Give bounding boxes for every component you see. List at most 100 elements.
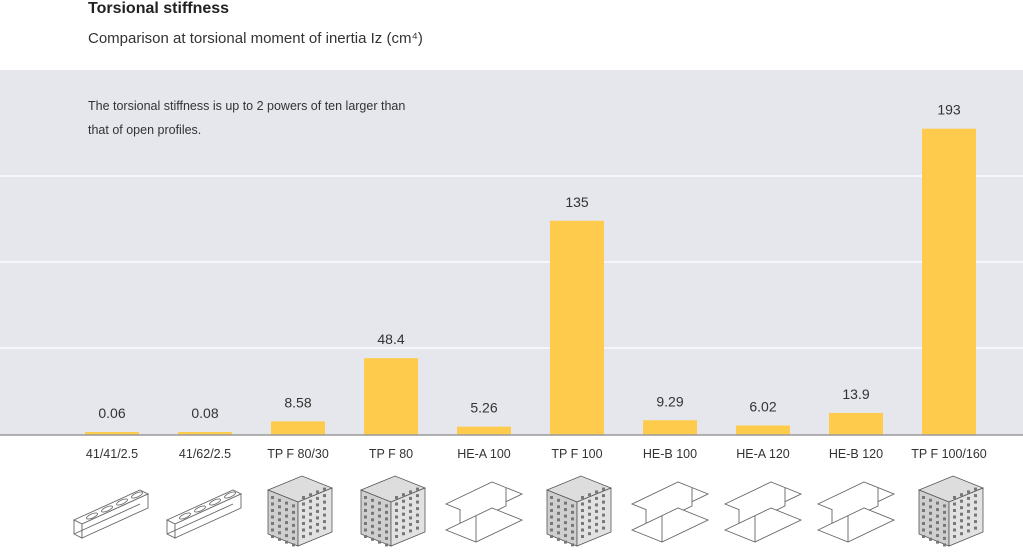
perforation — [929, 537, 932, 541]
perforation — [271, 515, 274, 519]
perforation — [967, 516, 970, 520]
chart-annotation: The torsional stiffness is up to 2 power… — [88, 99, 406, 137]
bar — [922, 128, 976, 435]
category-labels: 41/41/2.5 41/62/2.5 TP F 80/30 TP F 80 HE-A … — [86, 447, 987, 461]
perforation — [371, 531, 374, 535]
perforation — [595, 516, 598, 520]
bar-value-label: 48.4 — [377, 331, 404, 347]
i-beam-icon — [630, 481, 710, 543]
perforation — [960, 499, 963, 503]
bar-value-label: 8.58 — [284, 394, 311, 410]
i-beam-icon — [723, 481, 803, 543]
profile-icons — [72, 475, 985, 547]
perforation — [395, 535, 398, 538]
perforation — [395, 528, 398, 532]
perforation — [385, 510, 388, 514]
perforation — [936, 514, 939, 518]
perforation — [292, 510, 295, 514]
perforation — [271, 528, 274, 532]
perforation — [409, 529, 412, 533]
perforation — [953, 528, 956, 532]
perforation — [409, 496, 412, 500]
perforation — [364, 515, 367, 519]
perforation — [571, 504, 574, 508]
gridlines — [0, 175, 1023, 349]
category-tick-label: HE-A 120 — [736, 447, 790, 461]
perforation — [316, 529, 319, 533]
perforation — [550, 502, 553, 506]
perforated-box-profile-icon — [359, 475, 427, 547]
perforation — [974, 507, 977, 511]
perforation — [285, 534, 288, 538]
perforation — [302, 528, 305, 532]
perforation — [416, 487, 419, 491]
perforation — [323, 526, 326, 530]
perforation — [581, 522, 584, 525]
perforation — [602, 513, 605, 517]
perforation — [929, 518, 932, 522]
category-tick-label: HE-A 100 — [457, 447, 511, 461]
perforation — [402, 525, 405, 529]
category-tick-label: TP F 100/160 — [911, 447, 987, 461]
perforation — [402, 532, 405, 536]
perforation — [409, 503, 412, 507]
bar-value-label: 5.26 — [470, 400, 497, 416]
perforation — [929, 531, 932, 535]
perforation — [385, 517, 388, 521]
bar-value-label: 6.02 — [749, 398, 776, 414]
perforation — [550, 515, 553, 519]
perforation — [581, 509, 584, 512]
perforation — [278, 524, 281, 528]
perforated-box-profile-icon — [266, 475, 334, 547]
perforation — [416, 507, 419, 511]
perforation — [395, 509, 398, 512]
perforation — [278, 537, 281, 541]
perforation — [960, 512, 963, 516]
perforation — [278, 531, 281, 535]
perforation — [395, 496, 398, 499]
perforation — [416, 494, 419, 498]
perforation — [953, 502, 956, 506]
perforation — [285, 501, 288, 505]
value-labels: 0.06 0.08 8.58 48.4 5.26 135 9.29 6.02 13.9 193 — [98, 102, 961, 421]
perforation — [416, 520, 419, 524]
perforation — [371, 537, 374, 541]
perforation — [323, 520, 326, 524]
perforation — [974, 500, 977, 504]
perforation — [602, 507, 605, 511]
perforation — [960, 493, 963, 497]
perforation — [602, 500, 605, 504]
perforation — [936, 534, 939, 538]
perforation — [602, 520, 605, 524]
perforation — [960, 506, 963, 510]
perforation — [588, 499, 591, 503]
bar-value-label: 193 — [937, 102, 961, 118]
perforation — [550, 522, 553, 525]
perforation — [595, 522, 598, 526]
perforation — [922, 535, 925, 538]
bar-value-label: 135 — [565, 194, 589, 210]
perforation — [557, 531, 560, 535]
perforation — [292, 543, 295, 547]
perforation — [285, 508, 288, 512]
perforation — [316, 503, 319, 507]
perforation — [967, 503, 970, 507]
perforation — [323, 507, 326, 511]
perforation — [364, 496, 367, 499]
perforation — [302, 515, 305, 519]
perforation — [922, 522, 925, 525]
bar-value-label: 9.29 — [656, 393, 683, 409]
perforation — [292, 523, 295, 527]
perforation — [557, 537, 560, 541]
perforation — [271, 496, 274, 499]
perforation — [581, 535, 584, 538]
perforation — [602, 494, 605, 498]
perforation — [371, 498, 374, 502]
perforation — [564, 527, 567, 531]
perforation — [309, 519, 312, 523]
perforation — [953, 509, 956, 512]
perforation — [292, 517, 295, 521]
perforation — [967, 522, 970, 526]
perforation — [385, 523, 388, 527]
perforation — [364, 502, 367, 506]
